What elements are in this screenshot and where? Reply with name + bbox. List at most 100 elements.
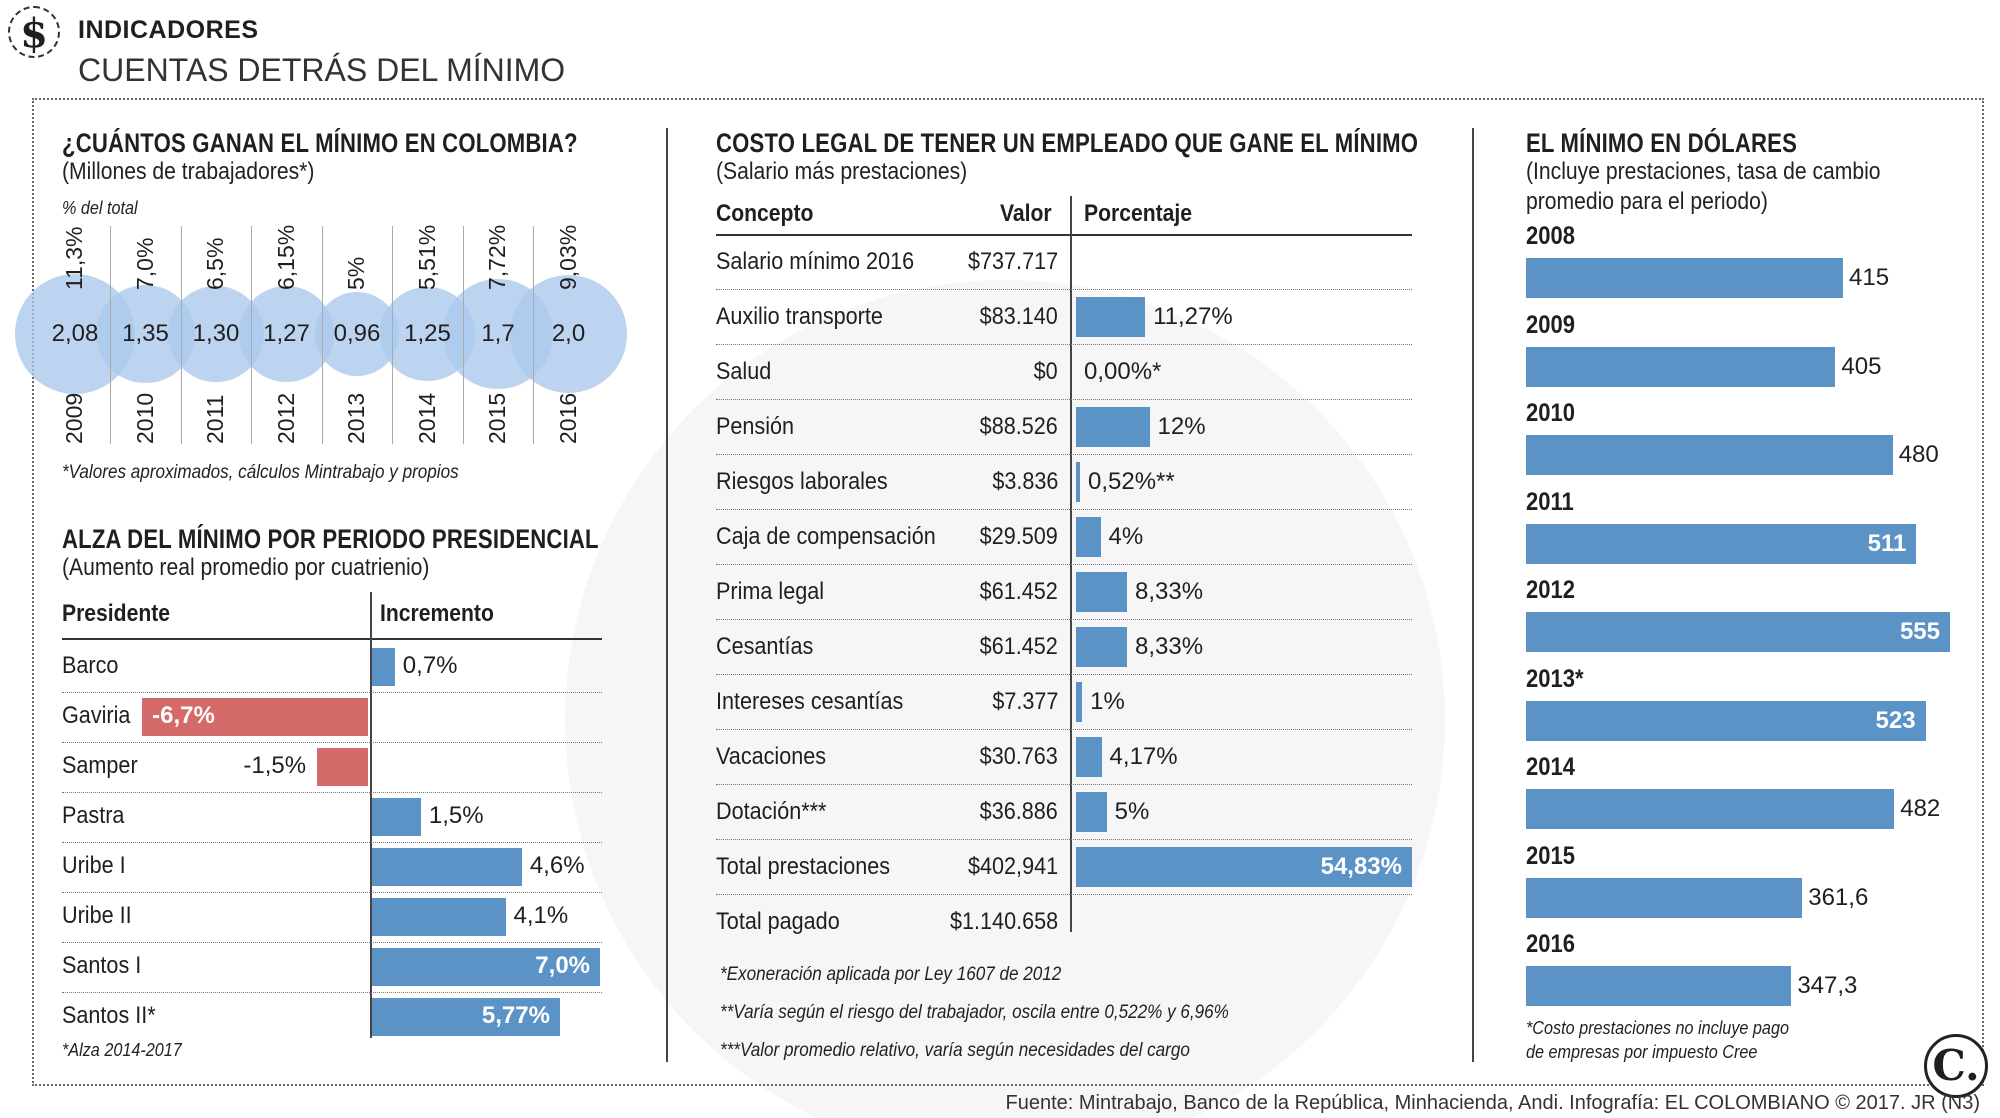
- concepto-cell: Salario mínimo 2016: [716, 248, 915, 275]
- percentage-value: 54,83%: [1320, 853, 1402, 880]
- president-name: Samper: [62, 752, 138, 779]
- percentage-bar: [1076, 627, 1128, 667]
- row-divider: [716, 784, 1412, 785]
- increment-value: 5,77%: [481, 1002, 550, 1029]
- president-name: Santos I: [62, 952, 142, 979]
- el-colombiano-logo-icon: C.: [1924, 1034, 1988, 1098]
- increment-bar: [372, 798, 421, 836]
- year-label: 2008: [1526, 222, 1575, 250]
- column-divider: [666, 128, 668, 1062]
- cost-table-subtitle: (Salario más prestaciones): [716, 158, 968, 185]
- dollar-note-1: *Costo prestaciones no incluye pago: [1526, 1018, 1789, 1038]
- percentage-value: 8,33%: [1135, 633, 1204, 660]
- dollar-note-2: de empresas por impuesto Cree: [1526, 1042, 1758, 1062]
- president-name: Pastra: [62, 802, 125, 829]
- header-rule: [716, 234, 1412, 236]
- valor-cell: $1.140.658: [949, 908, 1058, 935]
- percentage-bar: [1076, 297, 1146, 337]
- percentage-value: 8,33%: [1135, 578, 1204, 605]
- increment-bar: [372, 948, 600, 986]
- percentage-bar: [1076, 737, 1102, 777]
- dollar-value: 523: [1875, 706, 1916, 734]
- increment-value: 0,7%: [402, 652, 458, 679]
- year-label: 2014: [1526, 753, 1575, 781]
- percentage-value: 4%: [1108, 523, 1144, 550]
- row-divider: [62, 942, 602, 943]
- dollar-bar: [1526, 523, 1917, 564]
- cost-note-3: ***Valor promedio relativo, varía según …: [720, 1040, 1190, 1061]
- cost-table-title: COSTO LEGAL DE TENER UN EMPLEADO QUE GAN…: [716, 128, 1419, 158]
- president-name: Santos II*: [62, 1002, 156, 1029]
- header-rule: [62, 638, 602, 640]
- concepto-cell: Salud: [716, 358, 772, 385]
- increment-value: 1,5%: [428, 802, 484, 829]
- year-label: 2009: [61, 392, 87, 444]
- valor-cell: $3.836: [991, 468, 1058, 495]
- valor-cell: $0: [1033, 358, 1058, 385]
- increment-col-header: Incremento: [380, 600, 494, 627]
- concepto-cell: Total pagado: [716, 908, 840, 935]
- year-label: 2010: [131, 392, 158, 444]
- percentage-bar: [1076, 847, 1412, 887]
- dollar-bar: [1526, 612, 1950, 652]
- concepto-cell: Dotación***: [716, 798, 827, 825]
- concepto-cell: Intereses cesantías: [716, 688, 904, 715]
- president-chart-title: ALZA DEL MÍNIMO POR PERIODO PRESIDENCIAL: [62, 524, 599, 554]
- percentage-value: 1%: [1090, 688, 1125, 715]
- bubble-divider: [462, 226, 464, 444]
- pct-label: 6,15%: [272, 224, 299, 290]
- year-label: 2010: [1526, 399, 1575, 427]
- year-label: 2015: [484, 392, 510, 444]
- valor-cell: $29.509: [979, 523, 1058, 550]
- pct-label: 6,5%: [202, 237, 228, 290]
- dollar-value: 361,6: [1808, 883, 1869, 911]
- dollar-bar: [1526, 258, 1844, 298]
- percentage-bar: [1076, 407, 1150, 447]
- row-divider: [716, 619, 1412, 620]
- dollar-value: 415: [1849, 264, 1890, 291]
- axis-zero-line: [370, 592, 372, 1038]
- dollar-icon: $: [8, 6, 60, 58]
- bubble-value-label: 1,27: [263, 320, 310, 347]
- year-label: 2009: [1526, 310, 1575, 339]
- increment-bar: [372, 848, 522, 886]
- cost-note-2: **Varía según el riesgo del trabajador, …: [720, 1002, 1229, 1023]
- bubble-divider: [110, 226, 112, 444]
- year-label: 2016: [1526, 930, 1575, 958]
- valor-cell: $61.452: [979, 578, 1058, 605]
- percentage-bar: [1076, 462, 1080, 502]
- bubble-divider: [321, 226, 323, 444]
- percentage-value: 4,17%: [1109, 743, 1178, 770]
- pct-label: 5%: [343, 256, 369, 290]
- percentage-value: 0,52%**: [1088, 468, 1175, 495]
- concepto-cell: Vacaciones: [716, 743, 827, 770]
- dollar-value: 405: [1841, 352, 1882, 380]
- bubble-value-label: 2,08: [51, 320, 99, 347]
- concepto-cell: Cesantías: [716, 633, 814, 660]
- watermark-logo: [565, 280, 1445, 1118]
- bubble-divider: [533, 226, 535, 444]
- row-divider: [716, 729, 1412, 730]
- concepto-cell: Prima legal: [716, 578, 825, 605]
- dollar-chart-subtitle-1: (Incluye prestaciones, tasa de cambio: [1526, 158, 1881, 185]
- valor-cell: $737.717: [967, 248, 1058, 275]
- concepto-cell: Auxilio transporte: [716, 303, 883, 330]
- valor-cell: $30.763: [979, 743, 1058, 770]
- concepto-cell: Total prestaciones: [716, 853, 891, 880]
- row-divider: [62, 692, 602, 693]
- row-divider: [62, 742, 602, 743]
- pct-label: 11,3%: [61, 226, 87, 290]
- bubble-chart-note: *Valores aproximados, cálculos Mintrabaj…: [62, 462, 459, 483]
- bubble-divider: [392, 226, 394, 444]
- president-col-header: Presidente: [62, 600, 170, 627]
- valor-cell: $88.526: [979, 413, 1058, 440]
- percentage-value: 0,00%*: [1084, 358, 1162, 385]
- valor-cell: $61.452: [979, 633, 1058, 660]
- increment-bar: [372, 998, 560, 1036]
- dollar-chart-title: EL MÍNIMO EN DÓLARES: [1526, 128, 1798, 158]
- concepto-col-header: Concepto: [716, 200, 814, 227]
- increment-value: 7,0%: [535, 952, 590, 979]
- pct-label: 5,51%: [413, 224, 440, 290]
- row-divider: [716, 894, 1412, 895]
- increment-bar: [372, 648, 395, 686]
